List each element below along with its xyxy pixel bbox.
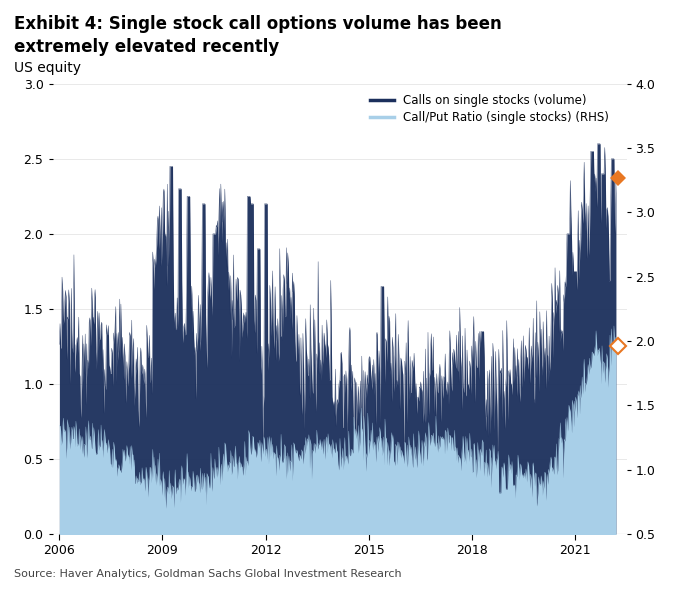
Text: extremely elevated recently: extremely elevated recently xyxy=(14,38,279,57)
Text: Source: Haver Analytics, Goldman Sachs Global Investment Research: Source: Haver Analytics, Goldman Sachs G… xyxy=(14,569,402,579)
Text: Exhibit 4: Single stock call options volume has been: Exhibit 4: Single stock call options vol… xyxy=(14,15,502,33)
Legend: Calls on single stocks (volume), Call/Put Ratio (single stocks) (RHS): Calls on single stocks (volume), Call/Pu… xyxy=(370,94,609,124)
Text: US equity: US equity xyxy=(14,61,81,75)
